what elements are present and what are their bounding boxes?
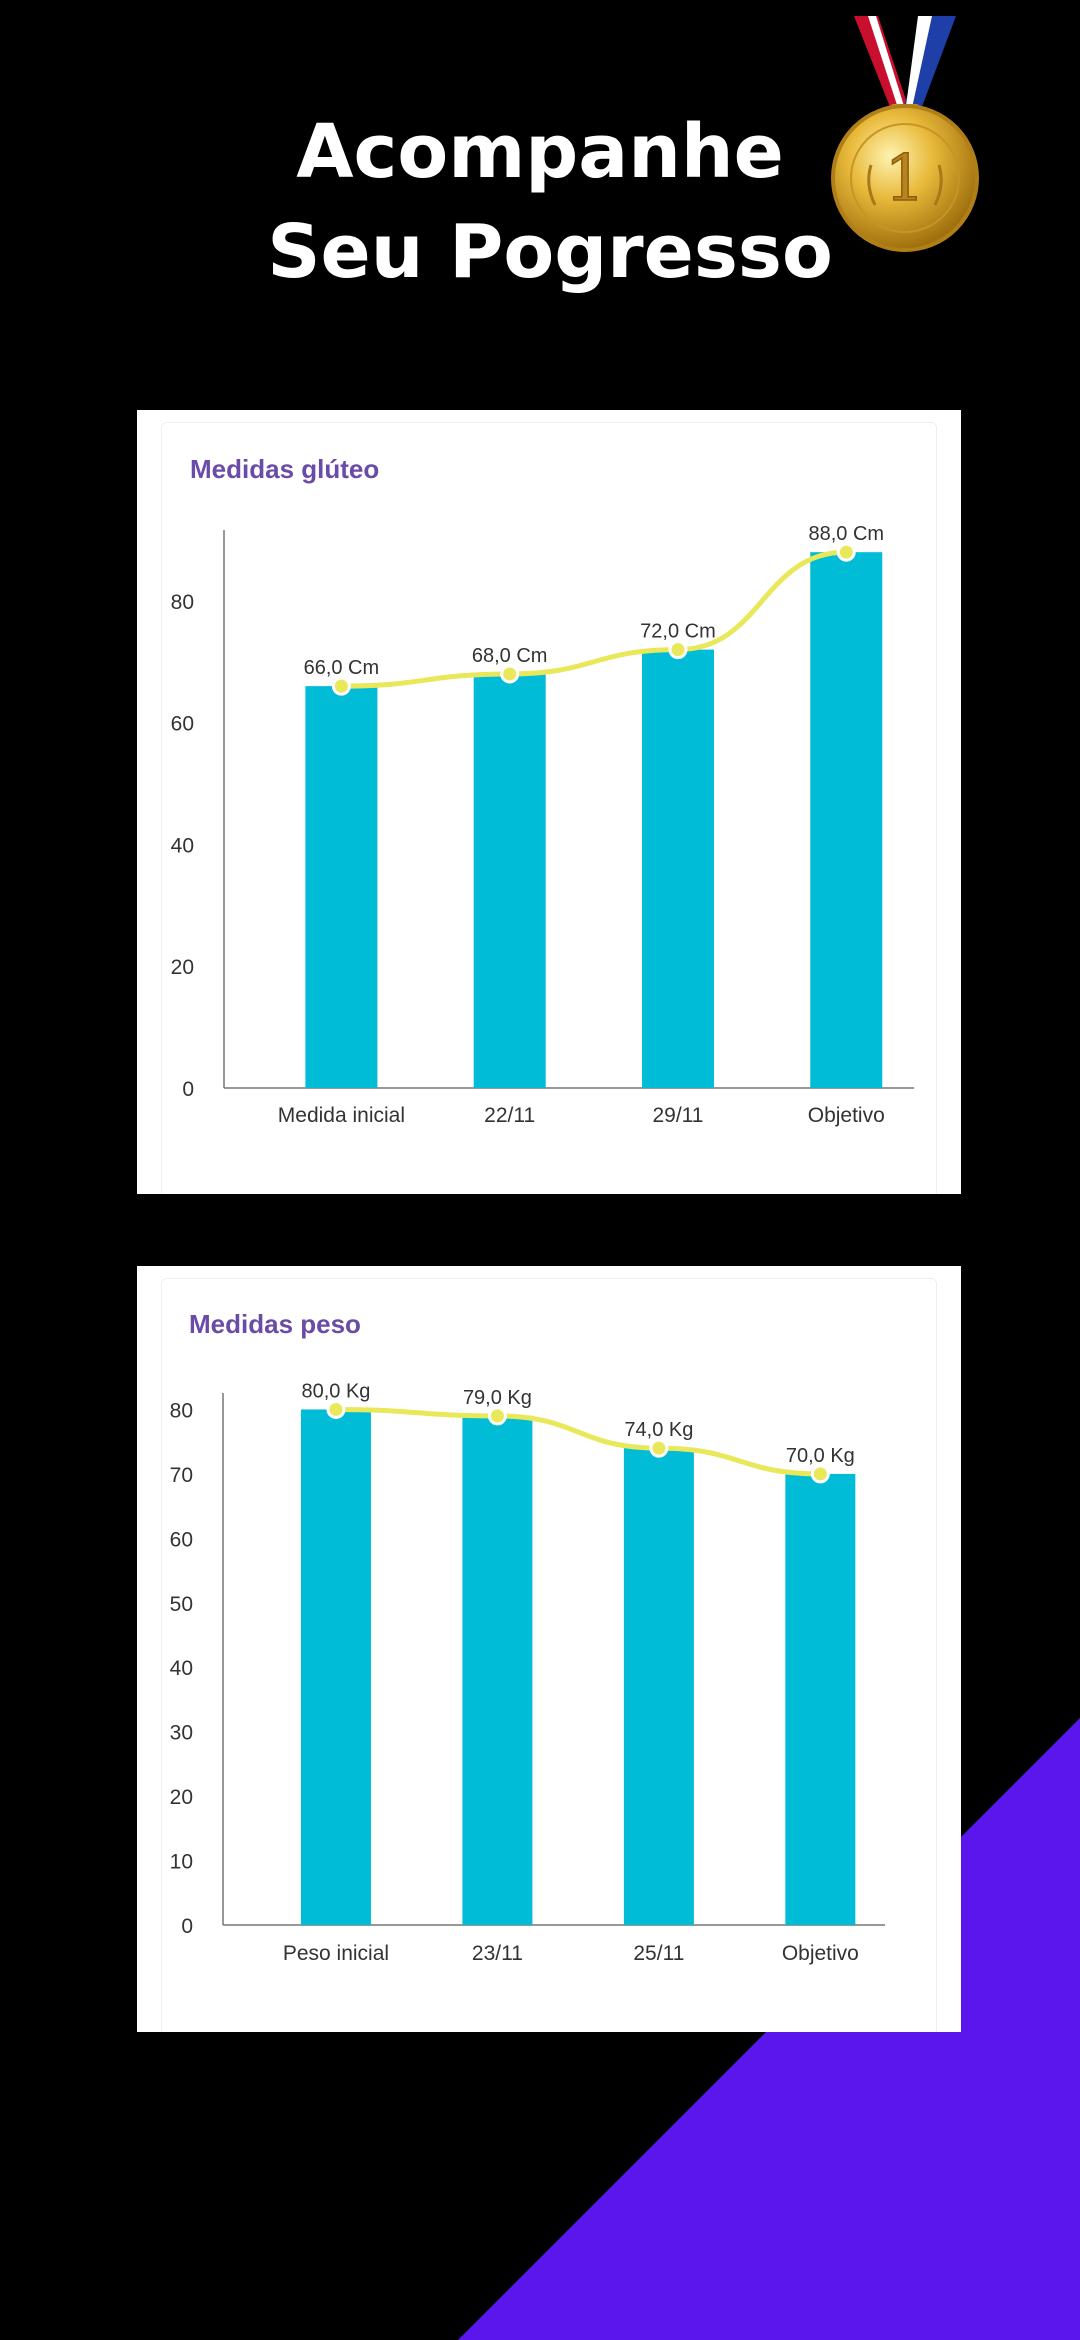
y-tick-label: 80 (171, 591, 194, 614)
bar-0 (300, 1409, 371, 1925)
y-tick-label: 40 (171, 834, 194, 857)
x-category-label: Objetivo (782, 1942, 859, 1965)
trend-point-1 (500, 664, 520, 684)
x-category-label: 25/11 (633, 1942, 684, 1965)
chart-card-frame (161, 1278, 937, 2032)
y-tick-label: 20 (170, 1786, 193, 1809)
trend-point-3 (836, 542, 856, 562)
trend-point-0 (326, 1399, 346, 1419)
heading-line-1: Acompanhe (296, 109, 784, 195)
heading-line-2: Seu Pogresso (267, 209, 833, 295)
y-tick-label: 60 (171, 713, 194, 736)
y-tick-label: 10 (170, 1851, 193, 1874)
y-tick-label: 80 (170, 1399, 193, 1422)
bar-0 (305, 686, 378, 1088)
x-category-label: Objetivo (808, 1104, 885, 1127)
x-category-label: 22/11 (484, 1104, 535, 1127)
y-tick-label: 0 (181, 1915, 193, 1938)
data-label-2: 74,0 Kg (624, 1419, 693, 1441)
y-tick-label: 50 (170, 1593, 193, 1616)
bar-1 (473, 673, 546, 1088)
y-tick-label: 60 (170, 1528, 193, 1551)
data-label-1: 68,0 Cm (472, 645, 548, 667)
chart-card-peso: Medidas peso 0 10 20 30 40 50 60 70 80 Peso inicia… (137, 1266, 961, 2032)
bar-1 (462, 1415, 533, 1925)
bar-2 (623, 1448, 694, 1925)
bar-chart-gluteo: Medidas glúteo 0 20 40 60 80 Medida inicial 22/… (171, 454, 914, 1127)
bar-chart-peso: Medidas peso 0 10 20 30 40 50 60 70 80 Peso inicia… (170, 1309, 885, 1965)
bar-3 (810, 552, 883, 1088)
trend-line (333, 1406, 823, 1477)
y-tick-label: 0 (182, 1078, 194, 1101)
data-label-3: 70,0 Kg (786, 1445, 855, 1467)
data-label-0: 80,0 Kg (301, 1380, 370, 1402)
data-label-1: 79,0 Kg (463, 1387, 532, 1409)
y-tick-label: 30 (170, 1722, 193, 1745)
y-tick-label: 70 (170, 1464, 193, 1487)
medal-number: 1 (885, 142, 926, 216)
data-label-0: 66,0 Cm (304, 657, 380, 679)
y-tick-label: 40 (170, 1657, 193, 1680)
bar-2 (641, 649, 714, 1088)
chart-title: Medidas peso (189, 1309, 361, 1339)
gold-medal-icon: 1 (831, 16, 979, 252)
x-category-label: 29/11 (652, 1104, 703, 1127)
chart-card-gluteo: Medidas glúteo 0 20 40 60 80 Medida inicial 22/… (137, 410, 961, 1194)
data-label-2: 72,0 Cm (640, 621, 716, 643)
trend-point-2 (649, 1438, 669, 1458)
trend-point-0 (331, 676, 351, 696)
trend-point-2 (668, 640, 688, 660)
data-label-3: 88,0 Cm (808, 523, 884, 545)
chart-title: Medidas glúteo (190, 454, 379, 484)
chart-card-frame (161, 422, 937, 1194)
x-category-label: Peso inicial (283, 1942, 389, 1965)
x-category-label: 23/11 (472, 1942, 523, 1965)
bar-3 (785, 1473, 856, 1925)
trend-point-1 (487, 1406, 507, 1426)
y-tick-label: 20 (171, 956, 194, 979)
trend-point-3 (810, 1464, 830, 1484)
trend-line (338, 549, 849, 689)
x-category-label: Medida inicial (278, 1104, 405, 1127)
